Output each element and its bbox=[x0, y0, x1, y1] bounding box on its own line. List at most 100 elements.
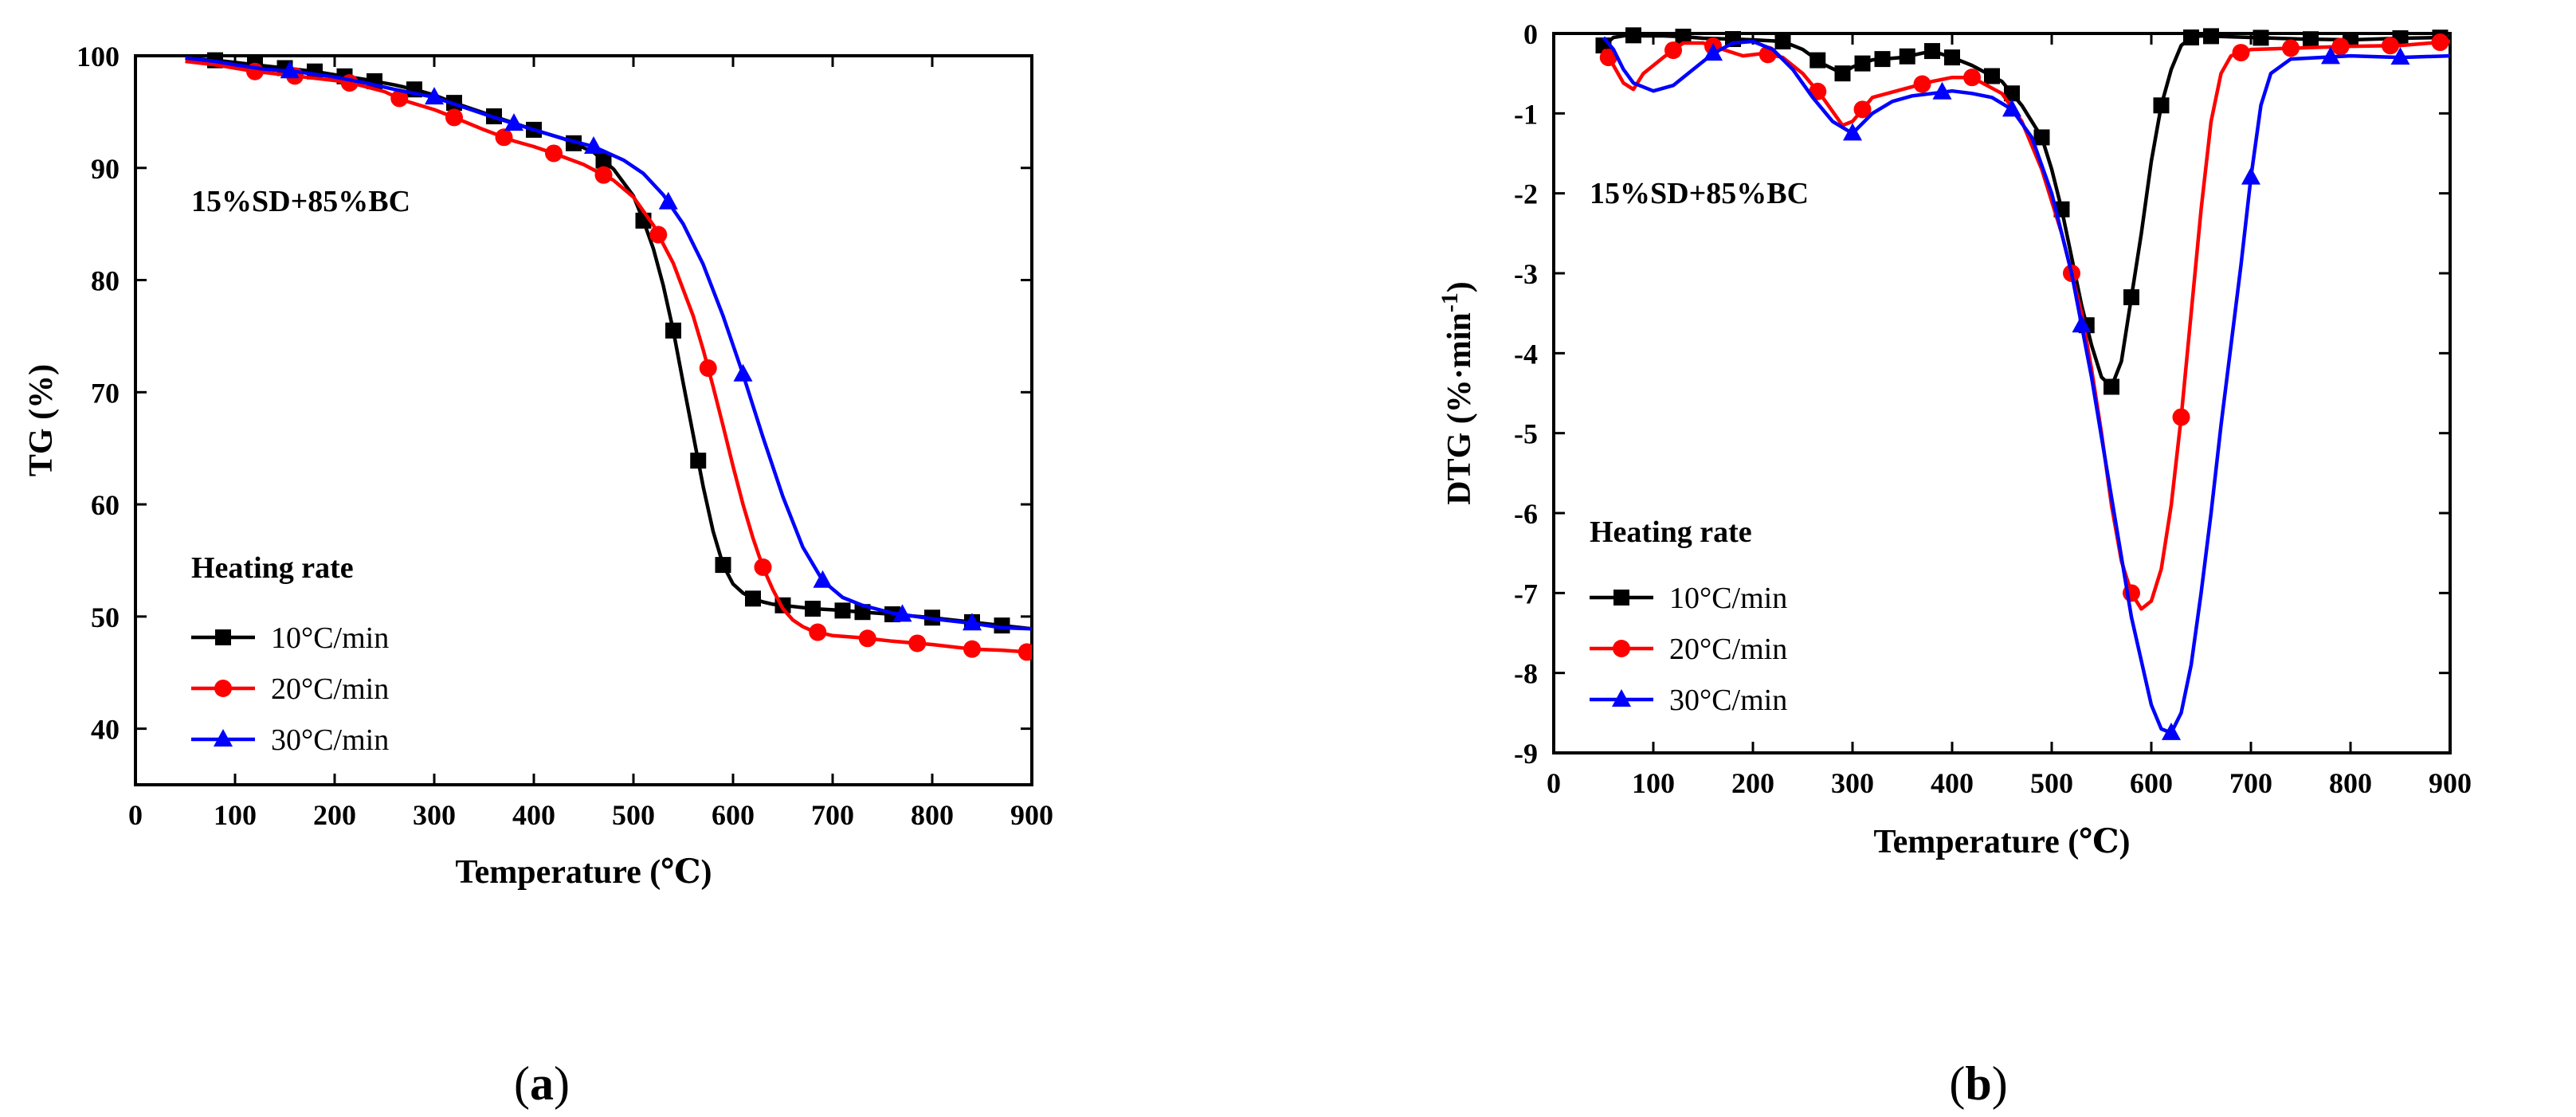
x-tick-label: 300 bbox=[1831, 767, 1874, 799]
legend-title: Heating rate bbox=[191, 551, 354, 585]
data-point bbox=[1843, 123, 1862, 141]
panel-label-a: (a) bbox=[514, 1057, 570, 1110]
data-point bbox=[1944, 49, 1960, 66]
legend-marker bbox=[1613, 640, 1630, 657]
data-point bbox=[495, 128, 513, 147]
data-point bbox=[280, 61, 300, 79]
data-point bbox=[809, 623, 827, 641]
y-tick-label: -7 bbox=[1514, 578, 1538, 609]
data-point bbox=[963, 640, 981, 658]
data-point bbox=[1932, 81, 1952, 100]
data-point bbox=[595, 152, 612, 169]
x-tick-label: 700 bbox=[2229, 767, 2272, 799]
plot-frame bbox=[1552, 32, 2452, 754]
y-tick-label: 60 bbox=[91, 489, 120, 521]
data-point bbox=[2004, 85, 2020, 102]
y-tick-label: -1 bbox=[1514, 98, 1538, 130]
data-point bbox=[665, 322, 681, 339]
data-point bbox=[1664, 41, 1682, 60]
x-tick-label: 0 bbox=[128, 799, 143, 831]
x-axis-title: Temperature (℃) bbox=[1873, 824, 2130, 860]
legend-label: 30°C/min bbox=[1669, 684, 1787, 717]
data-point bbox=[1924, 43, 1940, 60]
data-point bbox=[2172, 408, 2190, 426]
data-point bbox=[2241, 167, 2260, 185]
plot-frame bbox=[134, 54, 1033, 786]
legend-entry: 30°C/min bbox=[191, 723, 389, 757]
data-point bbox=[1625, 27, 1641, 44]
x-tick-label: 200 bbox=[1731, 767, 1774, 799]
y-tick-label: -3 bbox=[1514, 258, 1538, 290]
data-point bbox=[2033, 129, 2050, 146]
legend-marker bbox=[1613, 590, 1629, 606]
series-1 bbox=[185, 52, 1032, 634]
legend-marker bbox=[1612, 689, 1631, 707]
data-point bbox=[2303, 31, 2319, 48]
series-3 bbox=[1602, 36, 2450, 740]
data-point bbox=[690, 453, 707, 469]
data-point bbox=[2002, 99, 2021, 117]
data-point bbox=[2232, 44, 2250, 62]
data-point bbox=[715, 557, 731, 574]
legend-marker bbox=[215, 629, 231, 645]
data-point bbox=[733, 363, 753, 382]
data-point bbox=[2331, 37, 2350, 56]
data-point bbox=[745, 590, 761, 607]
data-point bbox=[2072, 315, 2092, 333]
legend-entry: 30°C/min bbox=[1590, 684, 1787, 717]
legend-label: 20°C/min bbox=[1669, 633, 1787, 666]
data-point bbox=[858, 629, 876, 648]
y-axis-title: TG (%) bbox=[23, 364, 60, 476]
data-point bbox=[2123, 289, 2139, 306]
legend-label: 30°C/min bbox=[271, 723, 389, 757]
y-tick-label: -6 bbox=[1514, 498, 1538, 530]
y-tick-label: -5 bbox=[1514, 418, 1538, 450]
chart-annotation: 15%SD+85%BC bbox=[191, 185, 410, 218]
data-point bbox=[892, 604, 912, 622]
panel-a-tg-chart: 0 100 200 300 400 500 600 700 800 900 40 50 60 70 80 90… bbox=[23, 41, 1053, 891]
x-tick-label: 900 bbox=[1010, 799, 1053, 831]
x-tick-label: 800 bbox=[911, 799, 954, 831]
y-tick-label: -2 bbox=[1514, 178, 1538, 210]
data-point bbox=[2104, 378, 2119, 395]
x-tick-label: 100 bbox=[214, 799, 257, 831]
data-point bbox=[754, 558, 772, 576]
x-tick-label: 600 bbox=[2130, 767, 2173, 799]
legend-title: Heating rate bbox=[1590, 515, 1752, 549]
y-tick-label: 100 bbox=[76, 41, 120, 73]
data-point bbox=[1774, 33, 1791, 50]
legend-label: 10°C/min bbox=[271, 621, 389, 655]
data-point bbox=[2253, 29, 2269, 46]
data-point bbox=[1874, 51, 1891, 68]
legend-entry: 10°C/min bbox=[191, 621, 389, 655]
legend-label: 20°C/min bbox=[271, 672, 389, 706]
x-axis-title: Temperature (℃) bbox=[455, 854, 712, 891]
data-point bbox=[504, 113, 523, 131]
legend-entry: 10°C/min bbox=[1590, 582, 1787, 615]
x-tick-label: 600 bbox=[712, 799, 755, 831]
y-tick-label: 50 bbox=[91, 602, 120, 633]
data-point bbox=[2382, 37, 2399, 55]
data-point bbox=[1854, 55, 1871, 72]
data-point bbox=[445, 108, 463, 127]
series-line bbox=[1602, 33, 2450, 389]
data-point bbox=[1913, 75, 1931, 93]
panel-b-dtg-chart: 0 100 200 300 400 500 600 700 800 900 0 -1 -2 -3 -4 -5 -… bbox=[1437, 18, 2472, 860]
data-point bbox=[2153, 97, 2170, 114]
data-point bbox=[908, 634, 927, 653]
data-point bbox=[2282, 39, 2300, 57]
x-tick-label: 700 bbox=[811, 799, 854, 831]
data-point bbox=[1834, 65, 1851, 82]
series-3 bbox=[185, 56, 1032, 631]
y-tick-label: 0 bbox=[1523, 18, 1538, 50]
data-point bbox=[2390, 47, 2410, 65]
data-point bbox=[1899, 48, 1915, 65]
chart-annotation: 15%SD+85%BC bbox=[1590, 177, 1809, 210]
data-point bbox=[2203, 28, 2219, 45]
y-tick-label: 90 bbox=[91, 153, 120, 185]
data-point bbox=[1963, 69, 1981, 87]
data-point bbox=[390, 89, 409, 108]
data-point bbox=[1017, 643, 1032, 661]
data-point bbox=[658, 191, 678, 210]
